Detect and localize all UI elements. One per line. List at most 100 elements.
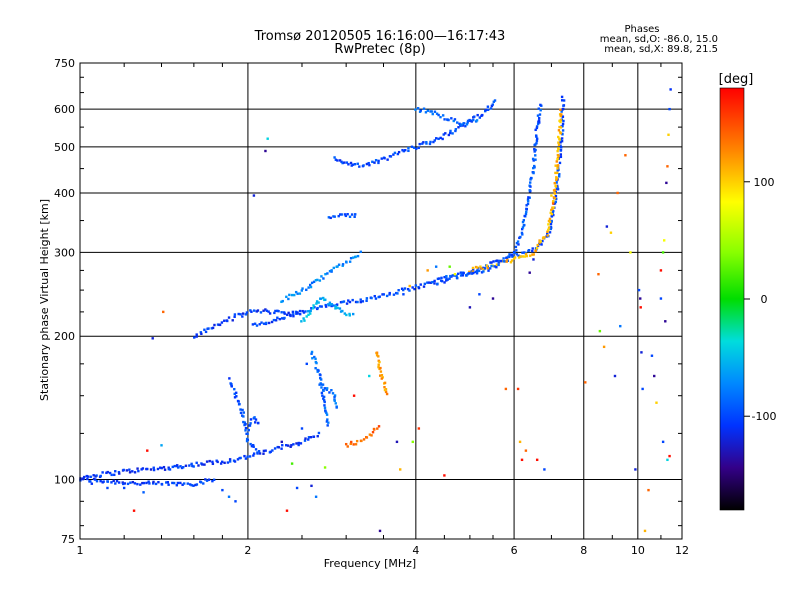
data-point [114,470,117,473]
data-point [323,387,327,390]
data-point [277,310,280,313]
data-point [377,365,380,369]
data-point [110,473,113,477]
data-point [223,319,226,322]
data-point [316,306,319,310]
data-point [319,297,323,300]
data-point [547,226,551,229]
data-point [461,274,465,277]
data-point [171,481,174,485]
data-point [447,118,450,122]
y-tick-labels: 75 100 200 300 400 500 600 750 [54,57,75,546]
data-point [410,145,414,148]
data-point [328,301,332,304]
data-point [554,171,557,175]
phases-title: Phases [624,24,659,35]
data-point [667,133,670,136]
data-point [272,318,276,322]
data-point [483,267,487,270]
data-point [536,114,540,117]
data-point [519,235,522,239]
data-point [373,428,376,431]
data-point [510,253,514,256]
data-point [550,214,553,218]
data-point [246,432,249,436]
data-point [597,273,600,276]
data-point [239,411,243,415]
data-point [397,289,400,292]
data-point [558,125,561,129]
data-point [310,350,314,354]
data-point [534,249,537,253]
data-point [166,481,170,484]
data-point [360,439,363,443]
data-point [128,471,132,474]
data-point [557,129,561,132]
data-point [558,161,562,165]
data-point [351,256,355,259]
data-point [262,322,266,325]
data-point [641,387,644,391]
data-point [441,114,445,117]
data-point [365,162,369,166]
data-point [295,442,298,445]
data-point [523,223,526,227]
data-point [341,264,344,267]
data-point [167,466,170,469]
data-point [323,406,327,410]
data-point [115,479,119,483]
data-point [309,436,313,439]
data-point [301,287,304,290]
data-point [368,433,372,436]
data-point [408,289,411,292]
data-point [247,428,250,432]
data-point [345,313,348,317]
data-point [118,472,121,475]
data-point [323,400,326,404]
data-point [131,470,134,473]
data-point [233,315,236,318]
data-point [629,251,632,254]
data-point [479,265,482,268]
data-point [370,296,373,300]
data-point [336,306,339,310]
data-point [218,323,222,327]
x-tick-label: 12 [675,544,689,557]
data-point [142,491,145,494]
data-point [310,352,313,355]
data-point [535,246,539,250]
data-point [265,321,268,325]
data-point [560,113,563,116]
data-point [535,125,539,128]
data-point [491,297,495,300]
data-point [453,274,456,277]
data-point [515,241,519,245]
data-point [286,313,289,316]
data-point [348,260,352,263]
data-point [262,449,266,453]
data-point [328,269,332,273]
data-point [425,142,428,145]
data-point [462,271,465,275]
data-point [377,355,380,358]
data-point [556,188,560,191]
data-point [554,200,558,204]
data-point [525,254,528,258]
data-point [378,529,382,533]
data-point [325,413,329,416]
data-point [552,206,555,209]
data-point [347,299,350,302]
data-point [535,137,539,140]
data-point [377,425,381,428]
data-point [506,258,509,261]
data-point [414,147,418,151]
data-point [527,249,531,252]
y-tick-label: 75 [61,533,75,546]
data-point [374,158,378,162]
data-point [189,483,192,486]
data-point [106,480,110,483]
data-point [312,304,315,307]
data-point [312,280,316,284]
y-axis-label: Stationary phase Virtual Height [km] [38,199,51,401]
data-point [273,311,276,315]
